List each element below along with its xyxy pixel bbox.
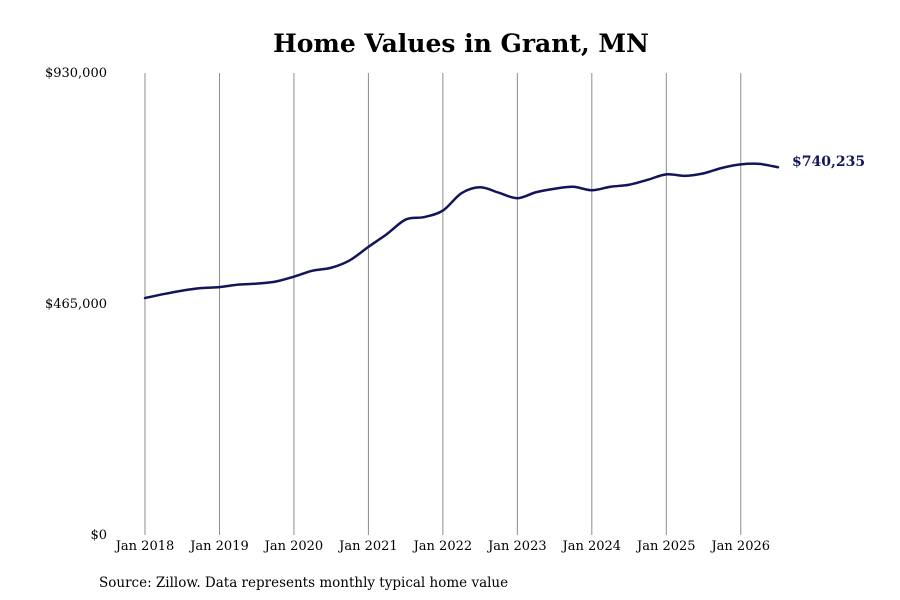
source-note: Source: Zillow. Data represents monthly …: [99, 575, 508, 591]
y-tick-label: $0: [90, 528, 107, 543]
x-axis-ticks: Jan 2018 Jan 2019 Jan 2020 Jan 2021 Jan 2022…: [114, 539, 770, 554]
y-tick-label: $930,000: [45, 66, 107, 81]
series-line: [143, 162, 780, 300]
x-tick-label: Jan 2023: [486, 539, 547, 554]
grid-lines: [144, 73, 742, 535]
y-axis-ticks: $0 $465,000 $930,000: [45, 66, 107, 543]
x-tick-label: Jan 2025: [635, 539, 696, 554]
x-tick-label: Jan 2026: [709, 539, 770, 554]
y-tick-label: $465,000: [45, 297, 107, 312]
x-tick-label: Jan 2020: [263, 539, 324, 554]
chart-title: Home Values in Grant, MN: [273, 29, 649, 58]
x-tick-label: Jan 2022: [412, 539, 473, 554]
x-tick-label: Jan 2021: [337, 539, 398, 554]
x-tick-label: Jan 2024: [561, 539, 622, 554]
end-value-label: $740,235: [792, 154, 865, 170]
x-tick-label: Jan 2018: [114, 539, 175, 554]
x-tick-label: Jan 2019: [188, 539, 249, 554]
